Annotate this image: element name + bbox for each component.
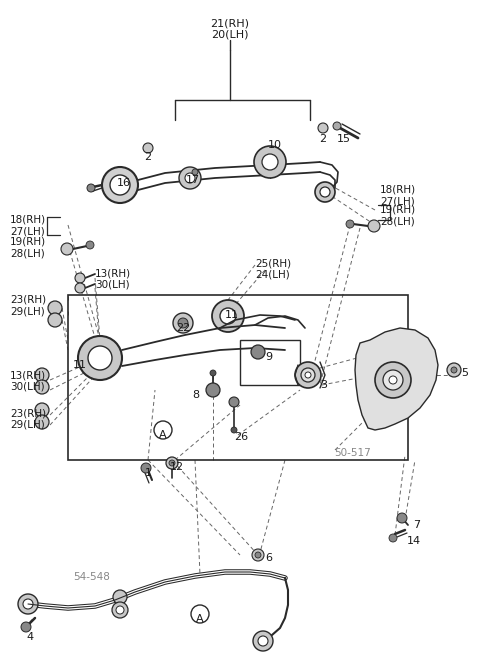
Text: 12: 12 (170, 462, 184, 472)
Circle shape (255, 552, 261, 558)
Text: 13(RH)
30(LH): 13(RH) 30(LH) (95, 268, 131, 290)
Text: 19(RH)
28(LH): 19(RH) 28(LH) (380, 205, 416, 227)
Text: 8: 8 (192, 390, 199, 400)
Circle shape (61, 243, 73, 255)
Circle shape (35, 368, 49, 382)
Circle shape (173, 313, 193, 333)
Text: 3: 3 (320, 380, 327, 390)
Circle shape (333, 122, 341, 130)
Text: 54-548: 54-548 (73, 572, 110, 582)
Circle shape (18, 594, 38, 614)
Circle shape (48, 313, 62, 327)
Text: 23(RH)
29(LH): 23(RH) 29(LH) (10, 408, 46, 430)
Circle shape (212, 300, 244, 332)
Circle shape (113, 590, 127, 604)
Circle shape (305, 372, 311, 378)
Circle shape (35, 415, 49, 429)
Circle shape (451, 367, 457, 373)
Text: 15: 15 (337, 134, 351, 144)
Text: 26: 26 (234, 432, 248, 442)
Text: A: A (196, 614, 204, 624)
Circle shape (86, 241, 94, 249)
Circle shape (301, 368, 315, 382)
Text: 7: 7 (413, 520, 420, 530)
Text: 21(RH)
20(LH): 21(RH) 20(LH) (211, 18, 250, 40)
Circle shape (252, 549, 264, 561)
Text: 2: 2 (319, 134, 326, 144)
Circle shape (116, 606, 124, 614)
Circle shape (447, 363, 461, 377)
Circle shape (141, 463, 151, 473)
Text: 4: 4 (26, 632, 34, 642)
Circle shape (389, 534, 397, 542)
Polygon shape (355, 328, 438, 430)
Circle shape (315, 182, 335, 202)
Text: 5: 5 (461, 368, 468, 378)
Circle shape (35, 403, 49, 417)
Bar (240, 340, 300, 385)
Circle shape (75, 283, 85, 293)
Circle shape (229, 397, 239, 407)
Text: A: A (159, 430, 167, 440)
Circle shape (231, 427, 237, 433)
Text: 6: 6 (265, 553, 272, 563)
Circle shape (220, 308, 236, 324)
Circle shape (206, 383, 220, 397)
Circle shape (295, 362, 321, 388)
Circle shape (210, 370, 216, 376)
Bar (68, 295, 408, 460)
Circle shape (253, 631, 273, 651)
Text: 50-517: 50-517 (334, 448, 371, 458)
Circle shape (48, 301, 62, 315)
Circle shape (110, 175, 130, 195)
Text: 10: 10 (268, 140, 282, 150)
Circle shape (320, 187, 330, 197)
Circle shape (318, 123, 328, 133)
Circle shape (87, 184, 95, 192)
Circle shape (262, 154, 278, 170)
Text: 1: 1 (144, 468, 152, 478)
Text: 19(RH)
28(LH): 19(RH) 28(LH) (10, 237, 46, 258)
Circle shape (78, 336, 122, 380)
Circle shape (102, 167, 138, 203)
Circle shape (178, 318, 188, 328)
Text: 23(RH)
29(LH): 23(RH) 29(LH) (10, 295, 46, 317)
Text: 13(RH)
30(LH): 13(RH) 30(LH) (10, 370, 46, 391)
Circle shape (254, 146, 286, 178)
Text: 14: 14 (407, 536, 421, 546)
Circle shape (389, 376, 397, 384)
Circle shape (179, 167, 201, 189)
Text: 16: 16 (117, 178, 131, 188)
Circle shape (346, 220, 354, 228)
Circle shape (88, 346, 112, 370)
Text: 11: 11 (73, 360, 87, 370)
Circle shape (258, 636, 268, 646)
Circle shape (23, 599, 33, 609)
Circle shape (383, 370, 403, 390)
Text: 18(RH)
27(LH): 18(RH) 27(LH) (380, 185, 416, 207)
Circle shape (21, 622, 31, 632)
Text: 11: 11 (225, 310, 239, 320)
Text: 22: 22 (176, 323, 190, 333)
Circle shape (35, 380, 49, 394)
Circle shape (75, 273, 85, 283)
Circle shape (368, 220, 380, 232)
Text: 9: 9 (265, 352, 272, 362)
Circle shape (169, 460, 175, 466)
Circle shape (166, 457, 178, 469)
Text: 17: 17 (186, 175, 200, 185)
Text: 2: 2 (144, 152, 152, 162)
Circle shape (185, 173, 195, 183)
Circle shape (143, 143, 153, 153)
Circle shape (112, 602, 128, 618)
Text: 25(RH)
24(LH): 25(RH) 24(LH) (255, 258, 291, 280)
Circle shape (375, 362, 411, 398)
Circle shape (192, 169, 198, 175)
Text: 18(RH)
27(LH): 18(RH) 27(LH) (10, 215, 46, 237)
Circle shape (397, 513, 407, 523)
Circle shape (251, 345, 265, 359)
